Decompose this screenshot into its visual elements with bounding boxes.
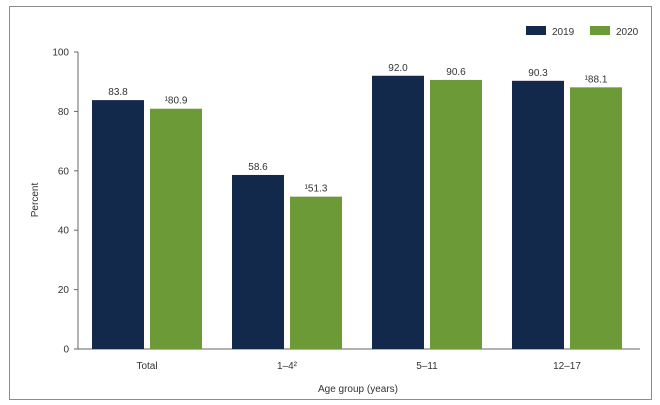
y-axis-ticks: 0 20 40 60 80 100 xyxy=(52,48,78,356)
y-tick-label: 20 xyxy=(58,285,70,296)
data-label-2019-3: 90.3 xyxy=(528,68,548,79)
bar-2020-0 xyxy=(150,108,202,350)
x-tick-label: 1–4² xyxy=(277,361,298,372)
y-tick-label: 80 xyxy=(58,107,70,118)
bar-2019-2 xyxy=(372,75,424,349)
y-tick-label: 40 xyxy=(58,226,70,237)
data-labels-group: 83.8 ¹80.9 58.6 ¹51.3 92.0 90.6 90.3 ¹88.1 xyxy=(108,63,608,195)
data-label-2019-0: 83.8 xyxy=(108,87,128,98)
bar-2019-3 xyxy=(512,80,564,350)
y-tick-label: 100 xyxy=(52,48,69,59)
data-label-2020-2: 90.6 xyxy=(446,67,466,78)
data-label-2020-3: ¹88.1 xyxy=(585,74,608,85)
bar-2019-0 xyxy=(92,100,144,349)
bar-2019-1 xyxy=(232,174,284,349)
x-tick-label: Total xyxy=(136,361,157,372)
data-label-2019-2: 92.0 xyxy=(388,63,408,74)
data-label-2020-0: ¹80.9 xyxy=(165,96,188,107)
data-label-2019-1: 58.6 xyxy=(248,162,268,173)
legend-swatch-2019 xyxy=(526,26,546,35)
bar-2020-3 xyxy=(570,87,622,349)
x-axis-ticks: Total 1–4² 5–11 12–17 xyxy=(136,361,581,372)
x-tick-label: 5–11 xyxy=(416,361,438,372)
legend-label-2019: 2019 xyxy=(552,27,575,38)
legend-label-2020: 2020 xyxy=(616,27,639,38)
y-tick-label: 0 xyxy=(63,345,69,356)
bars-group xyxy=(92,75,622,350)
bar-2020-2 xyxy=(430,79,482,349)
data-label-2020-1: ¹51.3 xyxy=(305,184,328,195)
y-tick-label: 60 xyxy=(58,166,70,177)
x-axis-title: Age group (years) xyxy=(318,384,398,395)
bar-2020-1 xyxy=(290,196,342,349)
legend-swatch-2020 xyxy=(590,26,610,35)
y-axis-title: Percent xyxy=(30,183,41,218)
x-tick-label: 12–17 xyxy=(553,361,581,372)
legend: 2019 2020 xyxy=(526,26,639,38)
